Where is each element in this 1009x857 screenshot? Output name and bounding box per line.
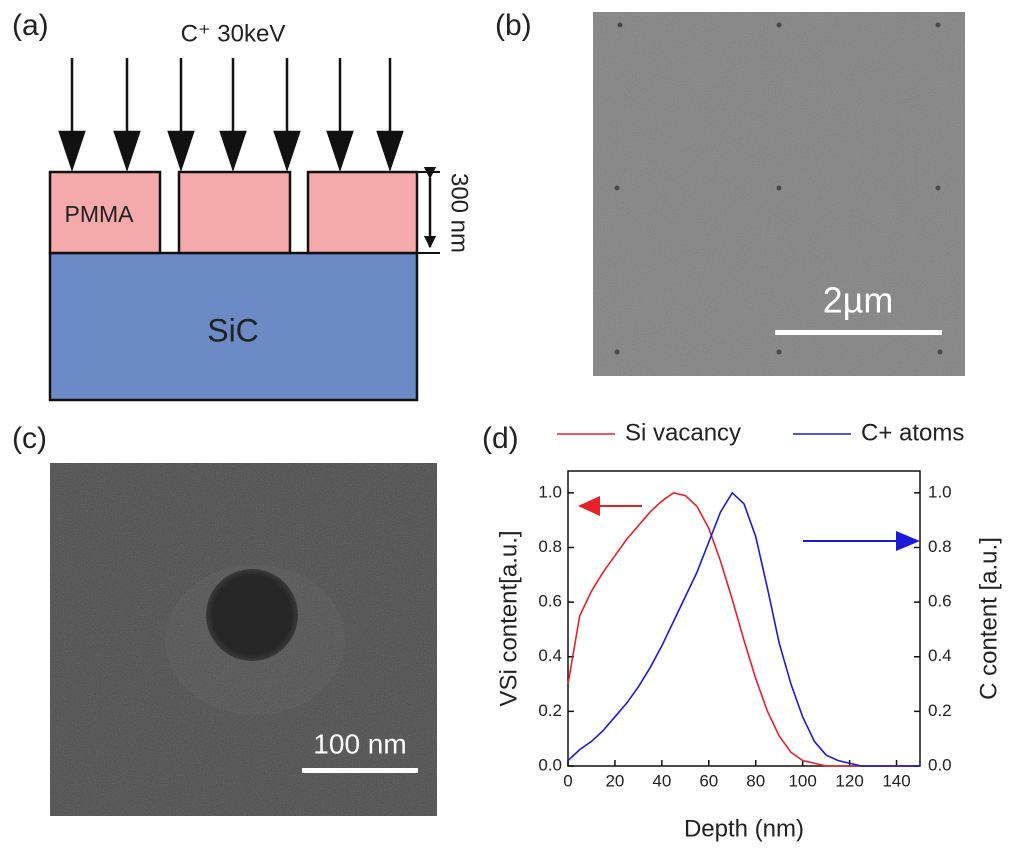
x-tick-label: 80: [746, 771, 765, 790]
resist-block: [48, 170, 162, 255]
series-line: [567, 491, 920, 767]
scale-bar: [302, 768, 418, 773]
substrate-label: SiC: [207, 312, 259, 348]
resist-block: [306, 170, 419, 255]
panel-label: (b): [495, 9, 532, 42]
resist-label: PMMA: [65, 201, 135, 227]
y2-axis-label: C content [a.u.]: [975, 537, 1002, 700]
thickness-label: 300 nm: [446, 173, 473, 253]
y-tick-label: 0.4: [538, 646, 562, 665]
x-tick-label: 140: [882, 771, 910, 790]
x-tick-label: 40: [652, 771, 671, 790]
defect: [206, 569, 298, 661]
panel-label: (a): [12, 9, 49, 42]
beam-label: C⁺ 30keV: [181, 20, 286, 47]
substrate: [48, 251, 419, 402]
y2-tick-label: 0.4: [928, 646, 952, 665]
panel-label: (c): [12, 422, 47, 455]
sem-dots: [614, 22, 943, 355]
y2-tick-label: 0.2: [928, 701, 952, 720]
resist-block: [177, 170, 292, 255]
y-tick-label: 0.6: [538, 592, 562, 611]
x-tick-label: 120: [835, 771, 863, 790]
x-tick-label: 60: [699, 771, 718, 790]
scale-label: 100 nm: [313, 728, 406, 759]
y-tick-label: 0.8: [538, 537, 562, 556]
y2-tick-label: 0.8: [928, 537, 952, 556]
y-axis-label: VSi content[a.u.]: [495, 530, 522, 706]
plot-frame: [567, 470, 921, 767]
panel-label: (d): [482, 422, 519, 455]
y2-tick-label: 0.6: [928, 592, 952, 611]
y-tick-label: 0.2: [538, 701, 562, 720]
legend-label: Si vacancy: [625, 419, 741, 446]
series-line: [567, 491, 920, 767]
y-tick-label: 0.0: [538, 755, 562, 774]
y-tick-label: 1.0: [538, 482, 562, 501]
y2-tick-label: 1.0: [928, 482, 952, 501]
sem-noise: [593, 12, 965, 376]
axis-arrow-head: [896, 531, 920, 551]
axis-arrow-head: [578, 496, 600, 516]
ion-arrows: [58, 58, 404, 172]
x-axis-label: Depth (nm): [684, 815, 804, 842]
scale-bar: [775, 330, 942, 335]
x-tick-label: 0: [563, 771, 572, 790]
legend-label: C+ atoms: [861, 419, 964, 446]
x-tick-label: 100: [788, 771, 816, 790]
x-tick-label: 20: [605, 771, 624, 790]
scale-label: 2µm: [823, 280, 894, 321]
y2-tick-label: 0.0: [928, 755, 952, 774]
